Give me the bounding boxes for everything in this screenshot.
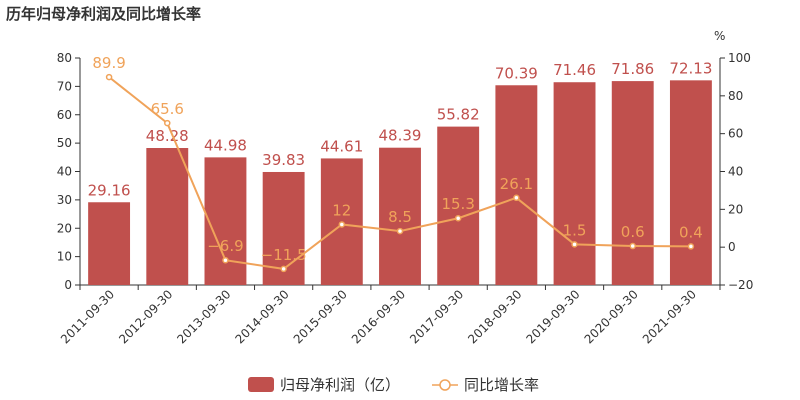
left-axis-tick-label: 40 — [57, 165, 72, 179]
right-axis-tick-label: 40 — [728, 165, 743, 179]
line-point — [164, 119, 171, 127]
left-axis-tick-label: 50 — [57, 136, 72, 150]
left-axis-tick-label: 30 — [57, 193, 72, 207]
left-axis-tick-label: 60 — [57, 108, 72, 122]
right-axis-tick-label: −20 — [728, 278, 753, 292]
bar — [379, 147, 421, 285]
right-axis-tick-label: 0 — [728, 240, 736, 254]
line-data-label: 8.5 — [388, 208, 412, 226]
x-axis-tick-label: 2016-09-30 — [349, 287, 408, 346]
bar-data-label: 71.46 — [553, 61, 596, 79]
line-point — [338, 221, 346, 228]
bar — [204, 157, 247, 285]
x-axis-tick-label: 2017-09-30 — [407, 287, 466, 346]
bar-data-label: 71.86 — [611, 60, 654, 78]
bar-data-label: 55.82 — [437, 106, 480, 124]
bar — [669, 80, 712, 286]
line-point — [513, 194, 520, 202]
bar-data-label: 44.98 — [204, 136, 247, 154]
bar — [611, 81, 654, 285]
legend-line-marker — [439, 379, 451, 391]
right-axis-tick-label: 80 — [728, 89, 743, 103]
legend-line-label: 同比增长率 — [464, 376, 539, 394]
x-axis-tick-label: 2021-09-30 — [640, 287, 699, 346]
bar-data-label: 44.61 — [320, 137, 363, 155]
bar-data-label: 72.13 — [669, 59, 712, 77]
bar-data-label: 48.28 — [146, 127, 189, 145]
bar — [495, 85, 538, 285]
bar — [88, 202, 131, 285]
line-data-label: 26.1 — [500, 175, 533, 193]
right-axis-tick-label: 20 — [728, 202, 743, 216]
line-point — [454, 214, 462, 222]
right-axis-tick-label: 100 — [728, 51, 751, 65]
bar — [146, 148, 189, 285]
line-point — [105, 73, 113, 81]
line-point — [280, 265, 287, 273]
line-data-label: 1.5 — [563, 221, 587, 239]
line-point — [687, 243, 695, 250]
left-axis-tick-label: 20 — [57, 221, 72, 235]
bar-data-label: 29.16 — [88, 181, 131, 199]
line-data-label: 15.3 — [441, 195, 474, 213]
left-axis-tick-label: 0 — [64, 278, 72, 292]
line-data-label: 0.4 — [679, 223, 703, 241]
legend-bar-label: 归母净利润（亿） — [280, 376, 400, 394]
line-point — [222, 256, 229, 264]
line-data-label: −11.5 — [261, 246, 307, 264]
line-data-label: −6.9 — [207, 237, 243, 255]
bar-data-label: 70.39 — [495, 64, 538, 82]
line-point — [396, 227, 404, 235]
x-axis-tick-label: 2012-09-30 — [116, 287, 175, 346]
x-axis-tick-label: 2020-09-30 — [582, 287, 641, 346]
line-data-label: 65.6 — [151, 100, 184, 118]
x-axis-tick-label: 2019-09-30 — [523, 287, 582, 346]
legend-bar-swatch — [248, 377, 274, 392]
x-axis-tick-label: 2011-09-30 — [58, 287, 117, 346]
line-data-label: 89.9 — [92, 54, 125, 72]
bar — [437, 126, 480, 285]
line-point — [571, 241, 578, 248]
line-data-label: 12 — [332, 201, 351, 219]
left-axis-tick-label: 70 — [57, 79, 72, 93]
left-axis-tick-label: 80 — [57, 51, 72, 65]
right-axis-tick-label: 60 — [728, 127, 743, 141]
chart-title: 历年归母净利润及同比增长率 — [6, 5, 202, 23]
x-axis-tick-label: 2013-09-30 — [174, 287, 233, 346]
x-axis-tick-label: 2015-09-30 — [291, 287, 350, 346]
line-data-label: 0.6 — [621, 223, 645, 241]
x-axis-tick-label: 2018-09-30 — [465, 287, 524, 346]
right-axis-unit: % — [714, 29, 725, 43]
left-axis-tick-label: 10 — [57, 250, 72, 264]
x-axis-tick-label: 2014-09-30 — [233, 287, 292, 346]
line-point — [629, 242, 636, 250]
bar-data-label: 48.39 — [379, 127, 422, 145]
bar-data-label: 39.83 — [262, 151, 305, 169]
bar — [553, 82, 596, 286]
